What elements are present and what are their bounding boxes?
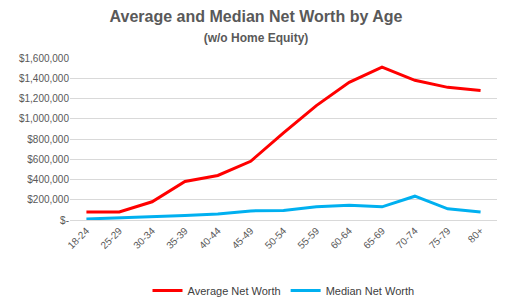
svg-text:Average and Median Net Worth b: Average and Median Net Worth by Age(w/o …	[110, 8, 403, 46]
svg-text:Average Net Worth: Average Net Worth	[188, 285, 281, 297]
svg-text:Median Net Worth: Median Net Worth	[326, 285, 414, 297]
svg-text:$1,600,000: $1,600,000	[19, 53, 69, 64]
svg-text:18-24: 18-24	[66, 225, 92, 251]
svg-text:$400,000: $400,000	[27, 174, 69, 185]
svg-text:60-64: 60-64	[328, 225, 354, 251]
svg-text:75-79: 75-79	[427, 225, 453, 251]
svg-text:45-49: 45-49	[230, 225, 256, 251]
svg-text:55-59: 55-59	[295, 225, 321, 251]
svg-text:$1,000,000: $1,000,000	[19, 113, 69, 124]
svg-text:$800,000: $800,000	[27, 134, 69, 145]
svg-text:40-44: 40-44	[197, 225, 223, 251]
svg-text:65-69: 65-69	[361, 225, 387, 251]
svg-text:35-39: 35-39	[164, 225, 190, 251]
svg-text:$1,200,000: $1,200,000	[19, 93, 69, 104]
svg-text:$-: $-	[60, 215, 69, 226]
svg-text:$600,000: $600,000	[27, 154, 69, 165]
svg-text:80+: 80+	[466, 225, 486, 245]
svg-text:30-34: 30-34	[131, 225, 157, 251]
svg-text:25-29: 25-29	[98, 225, 124, 251]
svg-text:$1,400,000: $1,400,000	[19, 73, 69, 84]
svg-text:$200,000: $200,000	[27, 194, 69, 205]
svg-text:50-54: 50-54	[263, 225, 289, 251]
svg-text:70-74: 70-74	[394, 225, 420, 251]
